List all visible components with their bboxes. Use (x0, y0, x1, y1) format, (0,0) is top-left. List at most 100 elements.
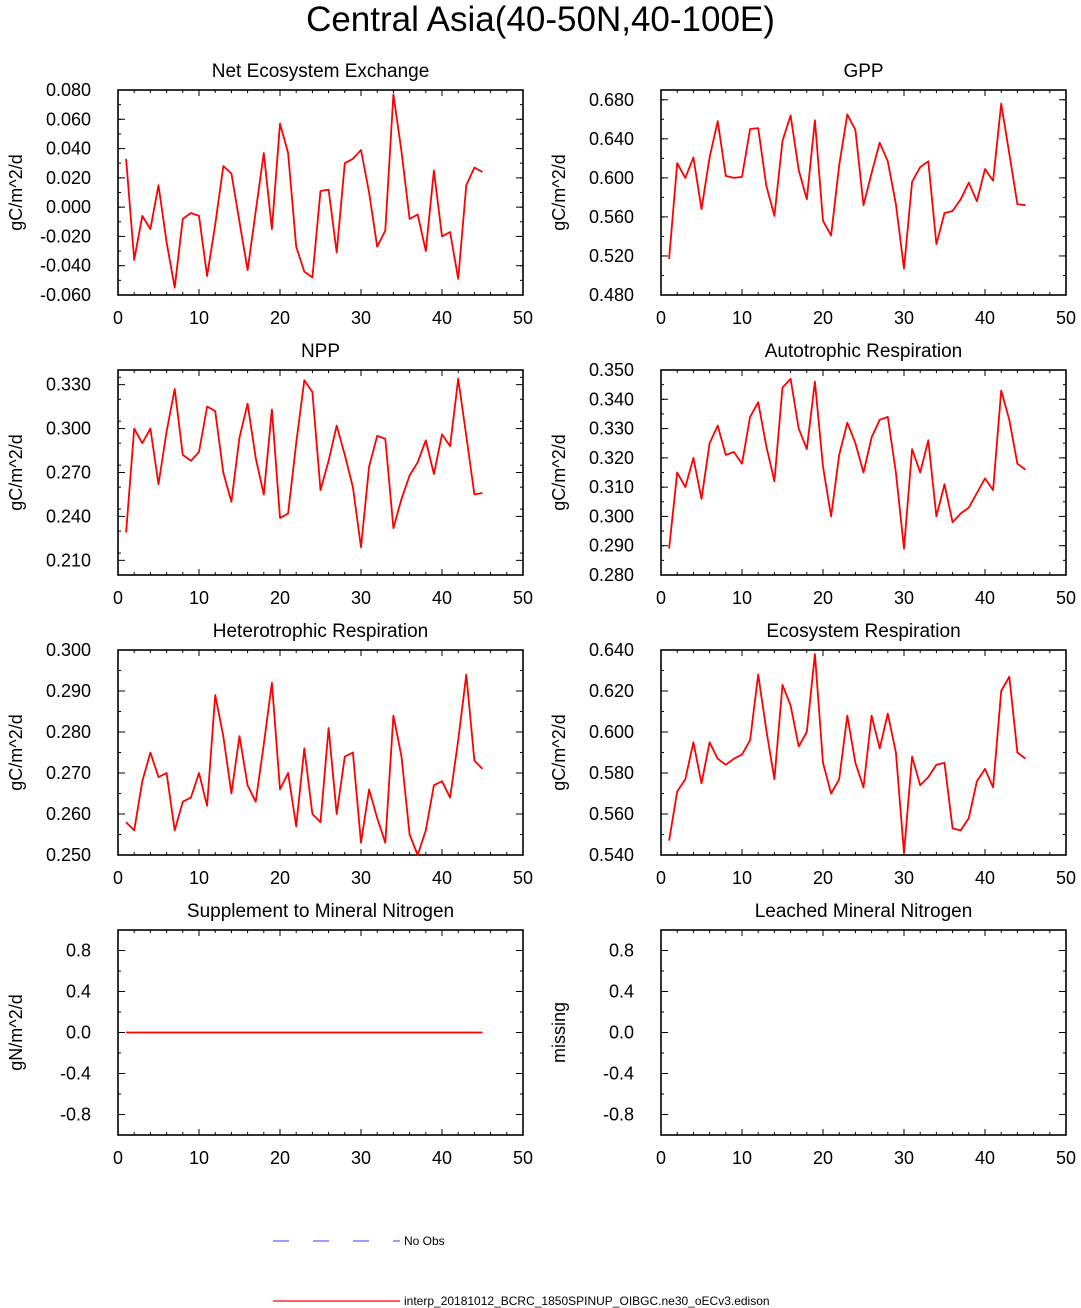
series-line (668, 653, 1027, 854)
x-tick-label: 20 (270, 1148, 290, 1168)
y-tick-label: -0.8 (60, 1105, 91, 1125)
series-line (668, 102, 1026, 270)
y-tick-label: 0.640 (589, 640, 634, 660)
x-tick-label: 50 (513, 1148, 533, 1168)
x-tick-label: 40 (975, 588, 995, 608)
x-tick-label: 10 (189, 868, 209, 888)
legend-label-1: No Obs (404, 1234, 445, 1248)
series-line (125, 93, 483, 289)
plot-frame (660, 89, 1067, 296)
figure-title: Central Asia(40-50N,40-100E) (306, 0, 775, 39)
x-tick-label: 10 (732, 308, 752, 328)
y-tick-label: 0.560 (589, 804, 634, 824)
y-tick-label: 0.520 (589, 246, 634, 266)
x-tick-label: 50 (513, 588, 533, 608)
y-tick-label: 0.340 (589, 389, 634, 409)
x-tick-label: 40 (975, 868, 995, 888)
y-tick-label: -0.8 (603, 1105, 634, 1125)
y-tick-label: 0.4 (609, 982, 634, 1002)
y-tick-label: 0.0 (66, 1023, 91, 1043)
y-tick-label: 0.210 (46, 550, 91, 570)
x-tick-label: 10 (732, 1148, 752, 1168)
x-tick-label: 10 (732, 588, 752, 608)
y-tick-label: 0.640 (589, 129, 634, 149)
y-tick-label: 0.290 (46, 681, 91, 701)
x-tick-label: 50 (1056, 588, 1076, 608)
x-tick-label: 0 (113, 308, 123, 328)
y-tick-label: -0.040 (40, 256, 91, 276)
x-tick-label: 20 (813, 308, 833, 328)
y-tick-label: 0.330 (589, 419, 634, 439)
x-tick-label: 10 (189, 588, 209, 608)
series-line (125, 377, 483, 549)
y-tick-label: -0.4 (60, 1064, 91, 1084)
y-tick-label: 0.8 (66, 941, 91, 961)
x-tick-label: 50 (513, 308, 533, 328)
x-tick-label: 10 (732, 868, 752, 888)
panel-title: GPP (843, 61, 883, 82)
chart-panel-7: Supplement to Mineral Nitrogen gN/m^2/d 0 1… (6, 901, 533, 1168)
x-tick-label: 0 (113, 1148, 123, 1168)
y-axis-label: gC/m^2/d (6, 714, 26, 790)
x-tick-label: 50 (1056, 308, 1076, 328)
y-tick-label: 0.040 (46, 139, 91, 159)
plot-frame (660, 929, 1067, 1136)
y-tick-label: 0.330 (46, 375, 91, 395)
y-tick-label: 0.080 (46, 80, 91, 100)
chart-panel-2: GPP gC/m^2/d 0 10 20 30 40 50 0.480 0.520 0.560 0.6… (549, 61, 1076, 328)
x-tick-label: 0 (113, 868, 123, 888)
chart-panel-4: Autotrophic Respiration gC/m^2/d 0 10 20 30 40… (549, 341, 1076, 608)
y-tick-label: 0.680 (589, 90, 634, 110)
y-tick-label: 0.350 (589, 360, 634, 380)
y-tick-label: 0.290 (589, 536, 634, 556)
x-tick-label: 20 (813, 588, 833, 608)
y-tick-label: 0.580 (589, 763, 634, 783)
y-tick-label: 0.000 (46, 197, 91, 217)
x-tick-label: 30 (894, 868, 914, 888)
y-tick-label: 0.060 (46, 109, 91, 129)
plot-frame (660, 649, 1067, 856)
panel-title: NPP (301, 341, 340, 362)
x-tick-label: 50 (513, 868, 533, 888)
plot-frame (117, 369, 524, 576)
x-tick-label: 40 (432, 1148, 452, 1168)
y-tick-label: 0.020 (46, 168, 91, 188)
y-tick-label: 0.310 (589, 477, 634, 497)
y-tick-label: 0.250 (46, 845, 91, 865)
legend: No Obs interp_20181012_BCRC_1850SPINUP_OI… (273, 1234, 770, 1308)
y-tick-label: 0.260 (46, 804, 91, 824)
x-tick-label: 0 (656, 308, 666, 328)
x-tick-label: 20 (270, 868, 290, 888)
x-tick-label: 0 (113, 588, 123, 608)
x-tick-label: 30 (894, 308, 914, 328)
plot-frame (117, 649, 524, 856)
y-tick-label: 0.4 (66, 982, 91, 1002)
chart-panel-1: Net Ecosystem Exchange gC/m^2/d 0 10 20 30 40 5… (6, 61, 533, 328)
chart-panel-6: Ecosystem Respiration gC/m^2/d 0 10 20 30 40 50… (549, 621, 1076, 888)
y-tick-label: 0.300 (589, 506, 634, 526)
y-tick-label: 0.300 (46, 640, 91, 660)
y-tick-label: 0.240 (46, 506, 91, 526)
y-axis-label: gC/m^2/d (6, 154, 26, 230)
y-axis-label: gC/m^2/d (549, 154, 569, 230)
x-tick-label: 20 (813, 868, 833, 888)
panel-title: Leached Mineral Nitrogen (755, 901, 973, 922)
chart-panel-8: Leached Mineral Nitrogen missing 0 10 20 30 40… (549, 901, 1076, 1168)
y-tick-label: 0.300 (46, 419, 91, 439)
x-tick-label: 20 (813, 1148, 833, 1168)
panel-title: Supplement to Mineral Nitrogen (187, 901, 454, 922)
panel-title: Heterotrophic Respiration (213, 621, 428, 642)
y-tick-label: 0.280 (46, 722, 91, 742)
x-tick-label: 30 (894, 588, 914, 608)
y-axis-label: missing (549, 1002, 569, 1063)
x-tick-label: 10 (189, 308, 209, 328)
x-tick-label: 30 (351, 1148, 371, 1168)
y-axis-label: gC/m^2/d (6, 434, 26, 510)
x-tick-label: 30 (351, 308, 371, 328)
series-line (668, 377, 1027, 550)
x-tick-label: 0 (656, 868, 666, 888)
x-tick-label: 10 (189, 1148, 209, 1168)
x-tick-label: 40 (432, 588, 452, 608)
x-tick-label: 30 (351, 868, 371, 888)
y-tick-label: 0.540 (589, 845, 634, 865)
